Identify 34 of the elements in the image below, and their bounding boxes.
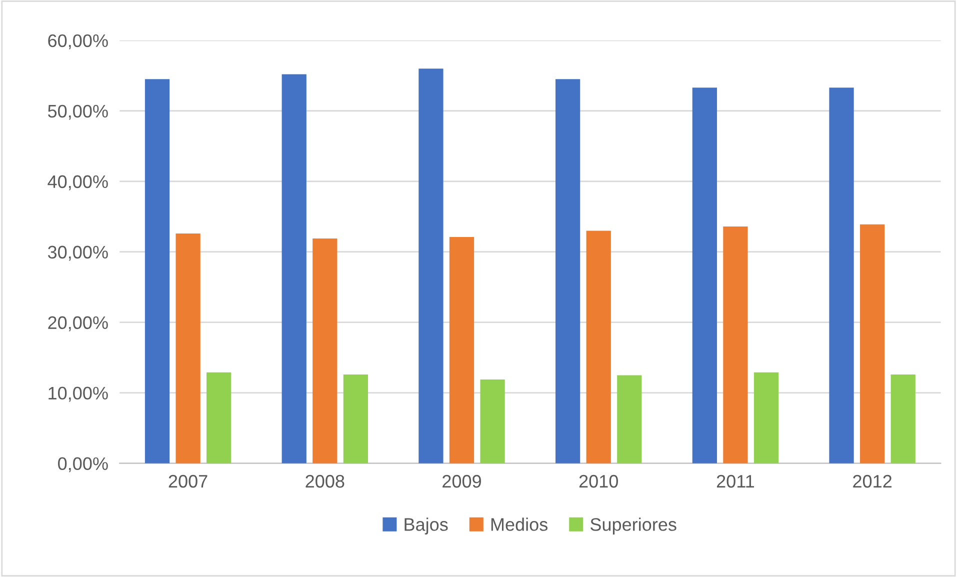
bar — [555, 79, 580, 464]
y-tick-label: 30,00% — [48, 246, 108, 261]
bar — [206, 372, 232, 464]
y-tick-label: 40,00% — [48, 175, 108, 190]
y-tick-label: 20,00% — [48, 316, 108, 332]
bar — [890, 374, 916, 464]
y-tick-label: 0,00% — [58, 457, 108, 472]
bar — [617, 375, 642, 464]
legend-label: Bajos — [404, 518, 448, 534]
x-tick-label: 2007 — [168, 474, 208, 488]
bar — [282, 74, 306, 464]
x-tick-label: 2008 — [306, 474, 344, 488]
bar — [312, 238, 338, 464]
y-tick-label: 50,00% — [48, 104, 108, 120]
legend-label: Superiores — [590, 518, 676, 534]
bar — [860, 224, 885, 464]
y-tick-label: 10,00% — [48, 386, 108, 402]
y-tick-label: 60,00% — [48, 34, 108, 50]
bar — [480, 379, 505, 464]
x-tick-label: 2012 — [853, 474, 892, 488]
bar — [723, 226, 748, 464]
bar — [144, 79, 170, 464]
bar — [176, 234, 200, 464]
x-tick-label: 2011 — [716, 474, 754, 488]
x-tick-label: 2009 — [442, 474, 481, 488]
legend-label: Medios — [491, 518, 548, 531]
bar — [449, 237, 474, 464]
bar — [754, 372, 779, 464]
bar — [418, 68, 444, 464]
bar — [586, 230, 611, 464]
bar — [692, 88, 717, 464]
bar — [829, 88, 854, 464]
bar — [343, 374, 368, 464]
x-tick-label: 2010 — [579, 474, 618, 488]
